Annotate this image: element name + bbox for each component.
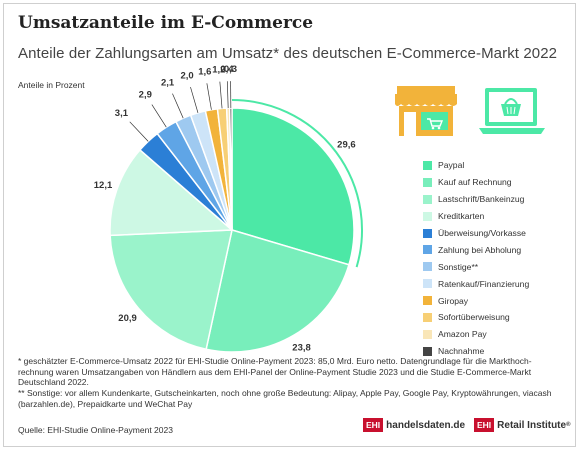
legend-label: Überweisung/Vorkasse — [438, 228, 526, 238]
page-title: Umsatzanteile im E-Commerce — [18, 13, 314, 33]
legend-label: Nachnahme — [438, 346, 485, 357]
legend-swatch — [423, 211, 432, 221]
legend-item: Kauf auf Rechnung — [423, 174, 529, 191]
legend-label: Kreditkarten — [438, 211, 485, 222]
leader-line-6 — [151, 104, 167, 128]
source-note: Quelle: EHI-Studie Online-Payment 2023 — [18, 425, 173, 435]
legend-item: Nachnahme — [423, 343, 529, 360]
data-label-4: 12,1 — [94, 180, 113, 191]
legend-label: Kauf auf Rechnung — [438, 177, 512, 188]
pie-slice-1 — [231, 107, 355, 266]
footnotes: * geschätzter E-Commerce-Umsatz 2022 für… — [18, 356, 563, 409]
legend-item: Giropay — [423, 292, 529, 309]
legend-item: Überweisung/Vorkasse — [423, 225, 529, 242]
pie-slices — [109, 107, 355, 353]
legend-item: Sonstige** — [423, 258, 529, 275]
data-label-1: 29,6 — [337, 140, 356, 151]
data-label-7: 2,1 — [161, 77, 175, 88]
legend-item: Amazon Pay — [423, 326, 529, 343]
legend-swatch — [423, 296, 432, 306]
legend-swatch — [423, 160, 432, 170]
data-label-9: 1,6 — [198, 66, 211, 77]
ehi-badge: EHI — [363, 418, 384, 432]
leader-line-7 — [172, 93, 184, 119]
data-label-3: 20,9 — [118, 313, 137, 324]
data-label-8: 2,0 — [180, 70, 193, 81]
pie-slice-12 — [228, 107, 233, 231]
data-label-12: 0,3 — [224, 64, 237, 75]
legend-item: Ratenkauf/Finanzierung — [423, 275, 529, 292]
chart-legend: Paypal Kauf auf Rechnung Lastschrift/Banke… — [423, 157, 529, 360]
legend-item: Paypal — [423, 157, 529, 174]
leader-line-5 — [129, 121, 149, 142]
leader-line-9 — [206, 83, 212, 110]
data-label-2: 23,8 — [292, 343, 311, 354]
data-label-11: 0,4 — [220, 64, 234, 75]
ehi-badge-2: EHI — [474, 418, 495, 432]
leader-line-10 — [219, 81, 223, 109]
legend-swatch — [423, 279, 432, 289]
laptop-shopping-icon — [479, 88, 545, 134]
legend-label: Paypal — [438, 160, 465, 171]
data-label-5: 3,1 — [115, 108, 129, 119]
ehi-retail-logo[interactable]: EHI Retail Institute ® — [474, 417, 571, 433]
highlight-ring — [231, 99, 363, 268]
leader-lines — [129, 81, 232, 142]
legend-label: Sonstige** — [438, 261, 479, 272]
footnote-2: ** Sonstige: vor allem Kundenkarte, Guts… — [18, 387, 552, 409]
shop-icon — [395, 86, 457, 136]
unit-label: Anteile in Prozent — [18, 80, 85, 90]
data-labels: 29,6 23,8 20,9 12,1 3,1 2,9 2,1 2,0 1,6 1,20,40,3 — [94, 64, 356, 354]
legend-item: Lastschrift/Bankeinzug — [423, 191, 529, 208]
handelsdaten-text: handelsdaten.de — [386, 419, 466, 431]
leader-line-11 — [226, 81, 229, 109]
legend-label: Zahlung bei Abholung — [438, 244, 522, 255]
legend-swatch — [423, 329, 432, 339]
leader-line-8 — [190, 86, 199, 113]
highlight-ring-layer — [231, 99, 363, 268]
pie-slice-3 — [109, 229, 233, 351]
legend-label: Sofortüberweisung — [438, 312, 510, 323]
legend-item: Kreditkarten — [423, 208, 529, 225]
legend-swatch — [423, 346, 432, 356]
pie-slice-2 — [205, 229, 350, 353]
legend-label: Amazon Pay — [438, 329, 487, 340]
legend-label: Ratenkauf/Finanzierung — [438, 278, 530, 289]
legend-label: Giropay — [438, 295, 469, 306]
legend-swatch — [423, 245, 432, 255]
legend-swatch — [423, 228, 432, 238]
footnote-1: * geschätzter E-Commerce-Umsatz 2022 für… — [18, 356, 532, 388]
legend-swatch — [423, 194, 432, 204]
legend-swatch — [423, 177, 432, 187]
legend-item: Sofortüberweisung — [423, 309, 529, 326]
legend-swatch — [423, 312, 432, 322]
legend-label: Lastschrift/Bankeinzug — [438, 194, 525, 205]
registered-mark: ® — [566, 422, 571, 428]
legend-swatch — [423, 262, 432, 272]
retail-institute-text: Retail Institute — [497, 419, 567, 431]
page-subtitle: Anteile der Zahlungsarten am Umsatz* des… — [18, 45, 558, 62]
data-label-10: 1,2 — [212, 64, 225, 75]
pie-slice-4 — [109, 148, 234, 237]
data-label-6: 2,9 — [139, 89, 152, 100]
handelsdaten-logo[interactable]: EHI handelsdaten.de — [363, 417, 465, 433]
legend-item: Zahlung bei Abholung — [423, 241, 529, 258]
